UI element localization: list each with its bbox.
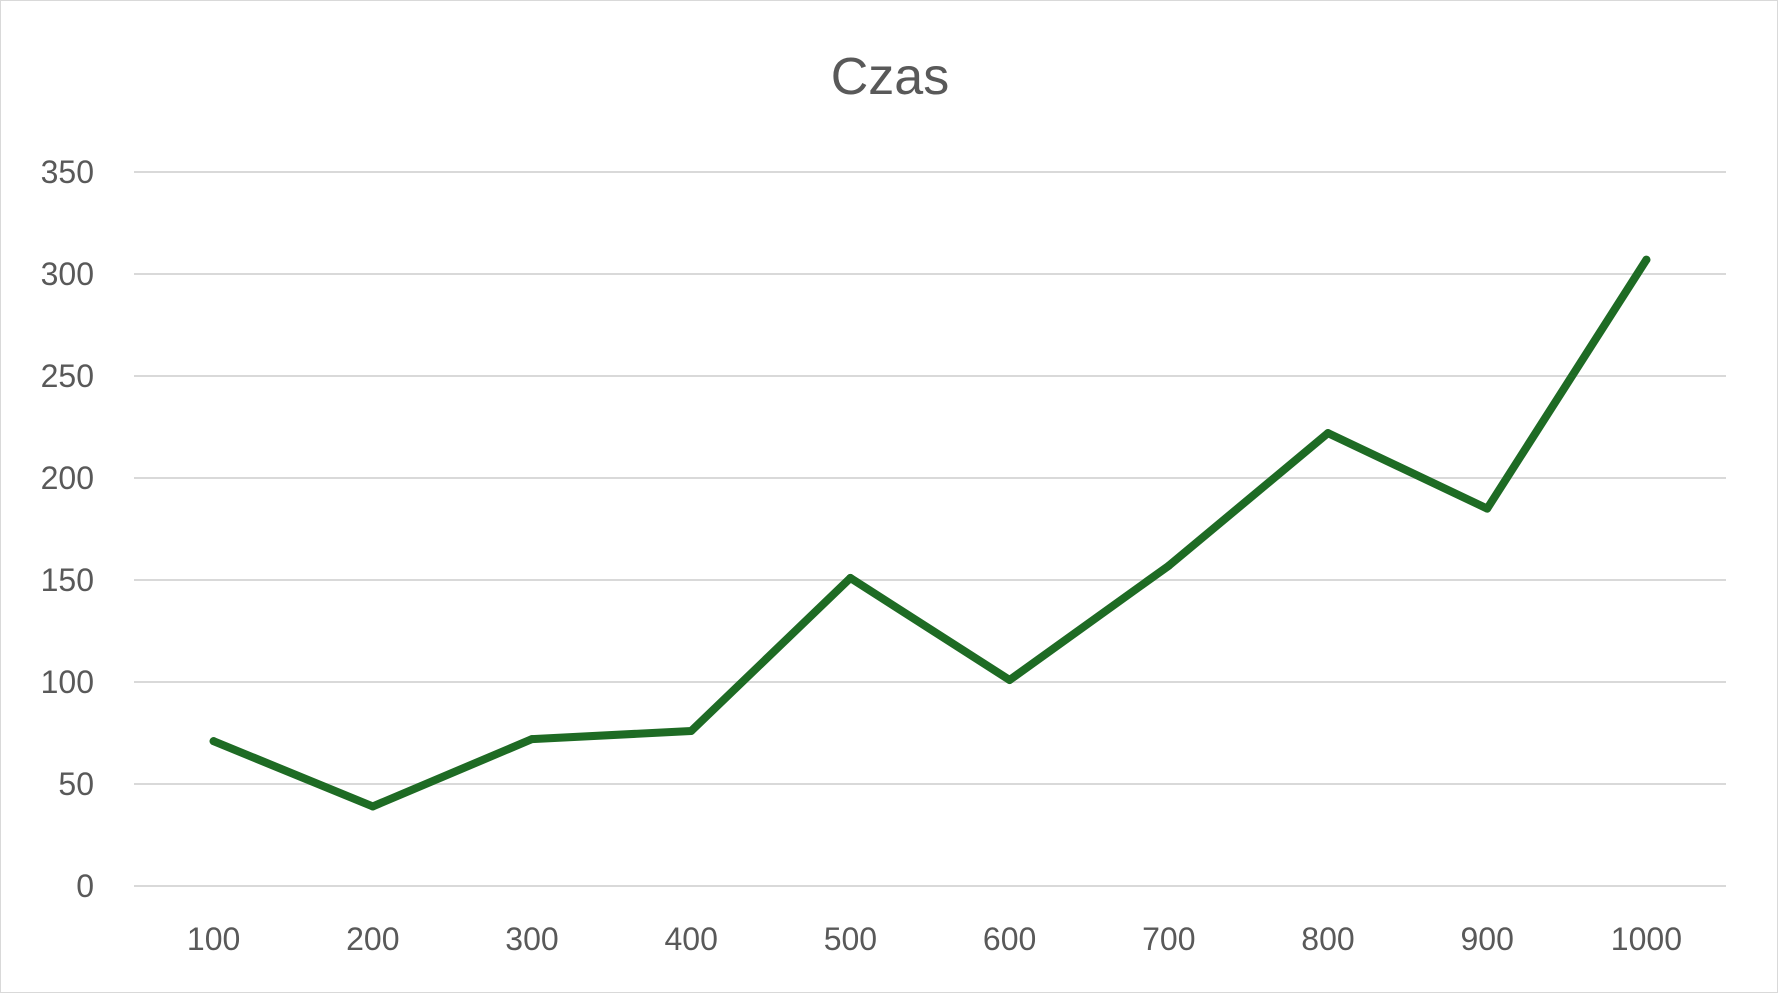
y-tick-label-300: 300: [41, 256, 94, 292]
data-point-600: [1005, 675, 1014, 684]
data-point-800: [1324, 429, 1332, 438]
data-point-700: [1164, 561, 1173, 570]
x-axis-tick-labels: 100 200 300 400 500 600 700 800 900 1000: [187, 921, 1682, 957]
data-point-200: [368, 802, 377, 811]
data-point-500: [846, 573, 855, 582]
data-point-1000: [1642, 255, 1651, 264]
x-tick-label-300: 300: [505, 921, 558, 957]
y-tick-label-0: 0: [76, 868, 94, 904]
y-tick-label-100: 100: [41, 664, 94, 700]
y-tick-label-200: 200: [41, 460, 94, 496]
data-point-300: [528, 735, 536, 744]
x-tick-label-800: 800: [1301, 921, 1354, 957]
y-tick-label-350: 350: [41, 154, 94, 190]
x-tick-label-400: 400: [665, 921, 718, 957]
y-tick-label-50: 50: [58, 766, 94, 802]
x-tick-label-200: 200: [346, 921, 399, 957]
x-tick-label-1000: 1000: [1611, 921, 1682, 957]
x-tick-label-100: 100: [187, 921, 240, 957]
chart-title: Czas: [831, 48, 949, 106]
data-point-900: [1483, 504, 1492, 513]
series-layer: [209, 255, 1651, 811]
data-point-100: [209, 737, 218, 746]
x-tick-label-700: 700: [1142, 921, 1195, 957]
x-tick-label-900: 900: [1461, 921, 1514, 957]
y-tick-label-250: 250: [41, 358, 94, 394]
y-tick-label-150: 150: [41, 562, 94, 598]
x-tick-label-500: 500: [824, 921, 877, 957]
x-tick-label-600: 600: [983, 921, 1036, 957]
data-point-400: [687, 726, 696, 735]
series-line-0: [209, 255, 1651, 811]
gridlines: [134, 171, 1726, 887]
y-axis-tick-labels: 0 50 100 150 200 250 300 350: [41, 154, 94, 904]
